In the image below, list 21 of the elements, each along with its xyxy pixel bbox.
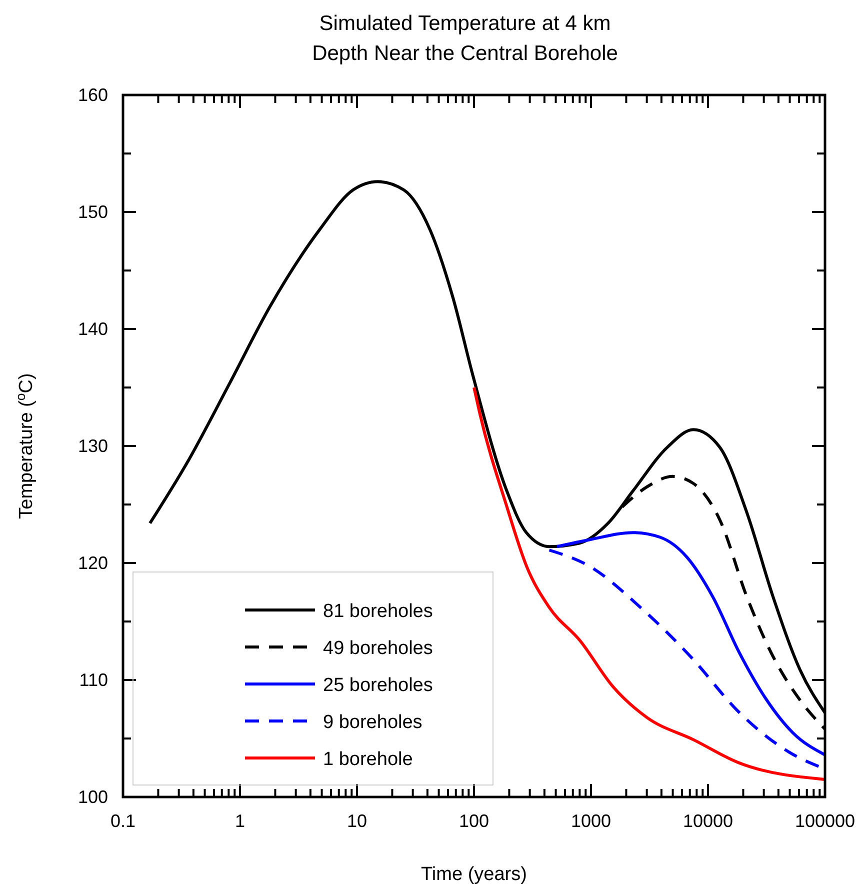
x-tick-label: 1 (234, 811, 246, 831)
x-tick-label: 10000 (682, 811, 734, 831)
y-tick-label: 150 (78, 202, 108, 222)
chart-title: Simulated Temperature at 4 km Depth Near the Central Borehole (312, 12, 618, 65)
legend-label: 1 borehole (323, 749, 413, 770)
x-tick-label: 100000 (794, 811, 856, 831)
x-tick-label: 1000 (570, 811, 612, 831)
x-tick-label: 100 (458, 811, 490, 831)
y-tick-label: 110 (79, 670, 108, 690)
x-axis-title: Time (years) (421, 864, 527, 885)
y-tick-label: 120 (78, 553, 108, 573)
legend-label: 49 boreholes (323, 638, 433, 659)
x-tick-label: 0.1 (110, 811, 136, 831)
y-tick-label: 100 (78, 787, 108, 807)
x-tick-label: 10 (346, 811, 368, 831)
y-tick-label: 130 (78, 436, 108, 456)
legend-label: 9 boreholes (323, 712, 422, 733)
y-tick-label: 160 (78, 85, 108, 105)
y-tick-label: 140 (78, 319, 108, 339)
legend-label: 81 boreholes (323, 601, 433, 622)
legend-label: 25 boreholes (323, 675, 433, 696)
